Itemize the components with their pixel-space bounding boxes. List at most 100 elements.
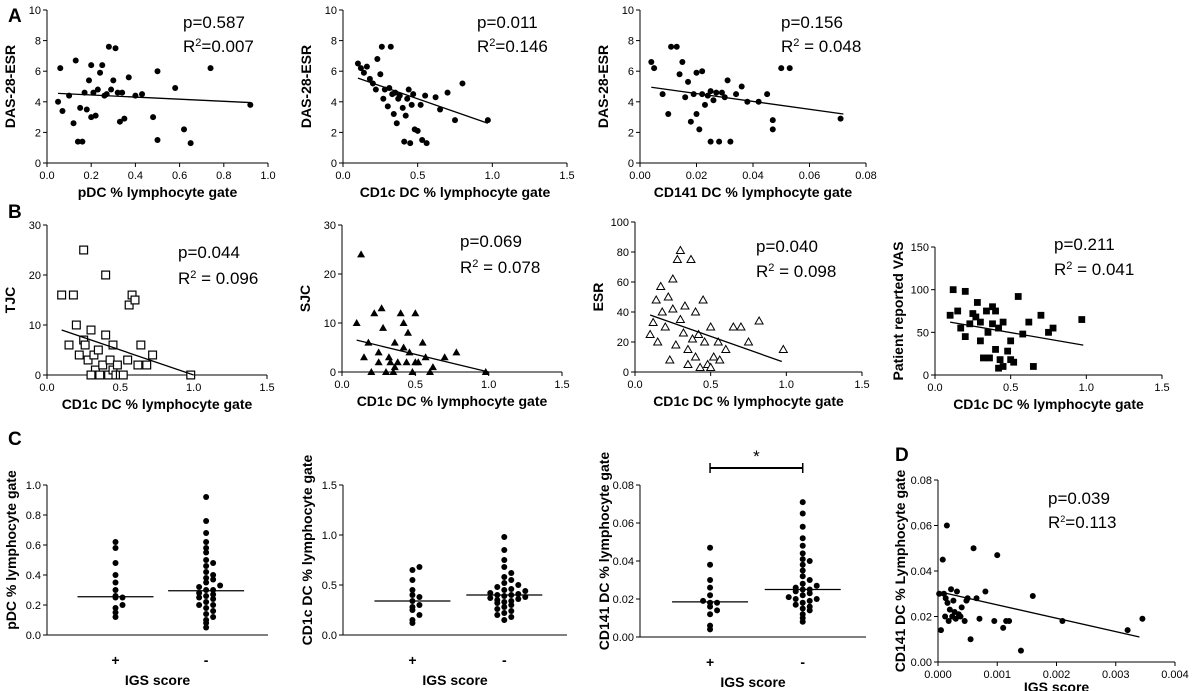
data-point [695, 362, 705, 371]
data-point [996, 356, 1004, 364]
data-point [363, 63, 370, 70]
data-point [945, 618, 952, 625]
data-point [130, 295, 140, 305]
y-tick-label: 0.02 [911, 612, 932, 624]
y-tick-label: 60 [617, 277, 629, 289]
data-point [946, 311, 954, 319]
data-point [966, 320, 974, 328]
p-value: p=0.156 [781, 13, 843, 32]
r-squared-exponent: 2 [190, 269, 196, 281]
data-point [408, 101, 415, 108]
data-point [701, 101, 708, 108]
data-point [690, 91, 697, 98]
data-point [651, 294, 662, 304]
group-label: + [706, 654, 714, 670]
data-point [393, 358, 402, 366]
data-point [133, 360, 143, 370]
panel-label-b: B [8, 202, 22, 223]
data-point [655, 281, 666, 290]
data-point [799, 556, 806, 563]
data-point [799, 599, 806, 606]
data-point [813, 596, 820, 602]
data-point [958, 604, 965, 611]
data-point [952, 615, 959, 622]
data-point [419, 137, 426, 144]
data-point [203, 557, 210, 563]
significance-marker: * [753, 447, 760, 466]
data-point [813, 582, 820, 589]
data-point [154, 68, 161, 75]
data-point [728, 321, 739, 331]
p-value: p=0.587 [183, 13, 245, 32]
data-point [501, 610, 508, 616]
data-point [727, 138, 734, 145]
data-point [799, 573, 806, 580]
data-point [374, 358, 383, 366]
data-point [374, 55, 381, 62]
data-point [409, 592, 416, 598]
y-tick-label: 50 [917, 327, 929, 339]
data-point [203, 494, 210, 500]
data-point [402, 112, 409, 119]
p-value: p=0.011 [477, 13, 538, 32]
y-tick-label: 10 [622, 5, 634, 17]
data-point [112, 539, 119, 545]
p-value: p=0.069 [460, 232, 522, 251]
data-point [414, 358, 423, 366]
data-point [954, 307, 962, 315]
data-point [648, 317, 659, 326]
x-tick-label: 0.5 [113, 382, 128, 394]
data-point [354, 60, 361, 67]
data-point [444, 89, 451, 96]
data-point [217, 582, 224, 589]
data-point [422, 92, 429, 99]
data-point [957, 613, 964, 620]
data-point [785, 594, 792, 601]
regression-line [649, 314, 783, 363]
data-point [693, 69, 700, 76]
data-point [494, 597, 501, 603]
y-tick-label: 2 [331, 127, 337, 139]
data-point [57, 65, 64, 72]
data-point [112, 605, 119, 611]
x-axis-label: pDC % lymphocyte gate [78, 184, 238, 200]
r-squared: R2 = 0.096 [178, 269, 258, 288]
data-point [744, 98, 751, 105]
data-point [416, 594, 423, 600]
y-tick-label: 1.0 [26, 480, 41, 492]
data-point [428, 363, 437, 371]
data-point [989, 303, 996, 311]
r-squared-value: = 0.096 [196, 269, 258, 288]
data-point [409, 587, 416, 593]
data-point [74, 138, 81, 145]
y-tick-label: 2 [35, 127, 41, 139]
data-point [948, 586, 955, 593]
data-point [384, 353, 393, 361]
data-point [949, 286, 957, 294]
data-point [402, 358, 411, 366]
data-point [487, 595, 494, 601]
data-point [203, 605, 210, 611]
x-tick-label: 0.0 [927, 382, 942, 394]
y-tick-label: 0.08 [613, 480, 634, 492]
data-point [705, 321, 716, 331]
data-point [86, 370, 96, 380]
x-tick-label: 0.08 [855, 170, 876, 182]
data-point [983, 307, 990, 315]
y-axis-label: DAS-28-ESR [595, 45, 611, 128]
data-point [110, 77, 117, 84]
data-point [108, 340, 118, 350]
x-tick-label: 0.0 [39, 382, 54, 394]
data-point [404, 328, 412, 336]
chart-d-cd141-vs-igs: 0.00 0.02 0.04 0.06 0.08 0.000 0.001 0.002 0.003… [892, 470, 1189, 691]
r-squared-symbol: R [756, 262, 768, 281]
data-point [736, 321, 746, 331]
data-point [976, 615, 983, 622]
data-point [716, 138, 723, 145]
x-axis-label: CD1c DC % lymphocyte gate [62, 396, 253, 412]
data-point [698, 294, 708, 304]
y-tick-label: 6 [628, 66, 634, 78]
data-point [210, 587, 217, 593]
data-point [380, 95, 387, 102]
data-point [700, 597, 707, 604]
